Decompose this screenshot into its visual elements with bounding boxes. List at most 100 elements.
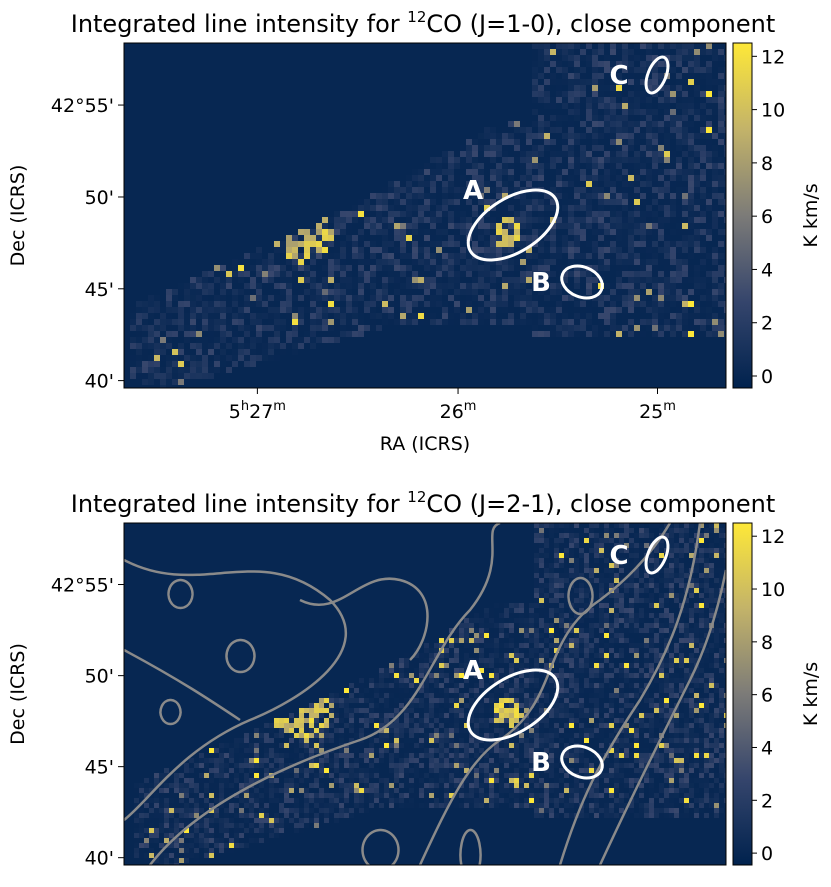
map-pixel: [622, 109, 628, 115]
map-pixel: [628, 49, 634, 55]
map-pixel: [496, 133, 502, 139]
map-pixel: [589, 568, 594, 573]
map-pixel: [298, 325, 304, 331]
map-pixel: [508, 127, 514, 133]
map-pixel: [454, 633, 459, 638]
map-pixel: [172, 343, 178, 349]
map-pixel: [699, 618, 704, 623]
map-pixel: [460, 169, 466, 175]
map-pixel: [604, 157, 610, 163]
map-pixel: [699, 593, 704, 598]
map-pixel: [694, 265, 700, 271]
map-pixel: [688, 253, 694, 259]
map-pixel: [706, 55, 712, 61]
map-pixel: [539, 588, 544, 593]
map-pixel: [364, 265, 370, 271]
map-pixel: [634, 301, 640, 307]
map-pixel: [352, 205, 358, 211]
map-pixel: [459, 648, 464, 653]
map-pixel: [232, 331, 238, 337]
map-pixel: [574, 643, 579, 648]
map-pixel: [664, 169, 670, 175]
map-pixel: [166, 367, 172, 373]
map-pixel: [160, 373, 166, 379]
map-pixel: [504, 638, 509, 643]
map-pixel: [208, 325, 214, 331]
map-pixel: [574, 139, 580, 145]
map-pixel: [184, 283, 190, 289]
map-pixel: [538, 145, 544, 151]
map-pixel: [394, 223, 400, 229]
map-pixel: [664, 593, 669, 598]
map-pixel: [699, 613, 704, 618]
map-pixel: [346, 205, 352, 211]
map-pixel: [256, 313, 262, 319]
map-pixel: [676, 151, 682, 157]
map-pixel: [484, 623, 489, 628]
map-pixel: [532, 151, 538, 157]
map-pixel: [682, 223, 688, 229]
map-pixel: [202, 361, 208, 367]
map-pixel: [502, 271, 508, 277]
map-pixel: [564, 553, 569, 558]
map-pixel: [664, 109, 670, 115]
map-pixel: [544, 638, 549, 643]
map-pixel: [598, 67, 604, 73]
map-pixel: [550, 169, 556, 175]
map-pixel: [322, 229, 328, 235]
map-pixel: [580, 127, 586, 133]
map-pixel: [136, 325, 142, 331]
map-pixel: [436, 199, 442, 205]
map-pixel: [714, 583, 719, 588]
map-pixel: [674, 633, 679, 638]
map-pixel: [172, 361, 178, 367]
map-pixel: [634, 271, 640, 277]
map-pixel: [629, 633, 634, 638]
map-pixel: [494, 618, 499, 623]
map-pixel: [304, 253, 310, 259]
map-pixel: [688, 241, 694, 247]
map-pixel: [599, 578, 604, 583]
map-pixel: [389, 683, 394, 688]
map-pixel: [130, 367, 136, 373]
map-pixel: [196, 373, 202, 379]
map-pixel: [719, 673, 724, 678]
map-pixel: [724, 319, 730, 325]
map-pixel: [370, 265, 376, 271]
map-pixel: [669, 568, 674, 573]
map-pixel: [196, 337, 202, 343]
map-pixel: [454, 217, 460, 223]
map-pixel: [454, 693, 459, 698]
map-pixel: [564, 648, 569, 653]
map-pixel: [196, 367, 202, 373]
map-pixel: [190, 313, 196, 319]
map-pixel: [622, 295, 628, 301]
map-pixel: [549, 583, 554, 588]
map-pixel: [584, 523, 589, 528]
map-pixel: [514, 618, 519, 623]
map-pixel: [644, 663, 649, 668]
map-pixel: [629, 523, 634, 528]
map-pixel: [494, 688, 499, 693]
map-pixel: [448, 187, 454, 193]
map-pixel: [489, 638, 494, 643]
map-pixel: [598, 265, 604, 271]
map-pixel: [676, 271, 682, 277]
map-pixel: [559, 688, 564, 693]
map-pixel: [706, 331, 712, 337]
map-pixel: [232, 337, 238, 343]
map-pixel: [682, 157, 688, 163]
map-pixel: [524, 658, 529, 663]
map-pixel: [130, 373, 136, 379]
map-pixel: [472, 163, 478, 169]
map-pixel: [376, 199, 382, 205]
map-pixel: [466, 163, 472, 169]
map-pixel: [374, 683, 379, 688]
map-pixel: [634, 593, 639, 598]
map-pixel: [614, 523, 619, 528]
map-pixel: [519, 623, 524, 628]
map-pixel: [514, 289, 520, 295]
map-pixel: [614, 608, 619, 613]
map-pixel: [148, 379, 154, 385]
map-pixel: [676, 319, 682, 325]
